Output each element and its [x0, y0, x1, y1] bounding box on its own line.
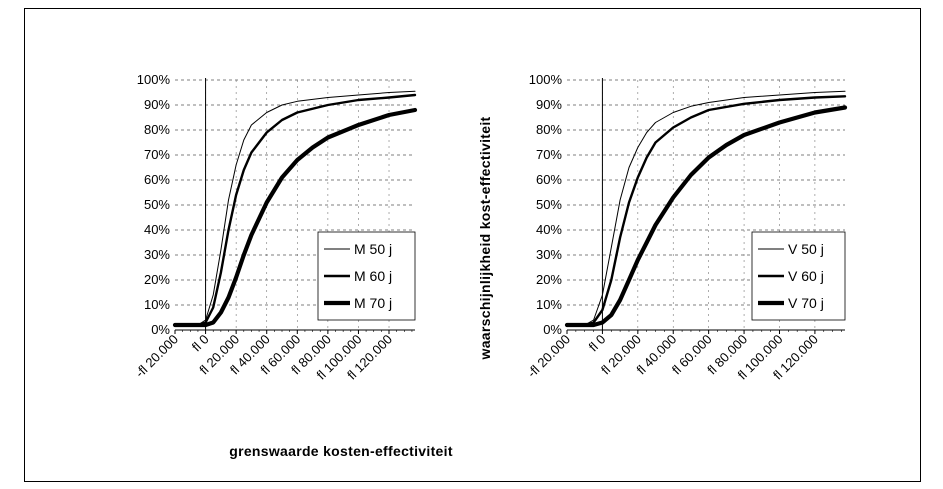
- c0-y-tick-label: 0%: [151, 322, 170, 337]
- c1-legend-label-2: V 70 j: [788, 295, 824, 311]
- c1-y-tick-label: 50%: [536, 197, 562, 212]
- legend-left: M 50 j M 60 j M 70 j: [317, 231, 416, 321]
- c1-series-line-0: [566, 90, 846, 326]
- c1-y-tick-label: 60%: [536, 172, 562, 187]
- c0-y-tick-label: 40%: [144, 222, 170, 237]
- c0-y-tick-label: 30%: [144, 247, 170, 262]
- c1-y-tick-label: 20%: [536, 272, 562, 287]
- c0-series-line-2: [172, 107, 418, 328]
- c0-y-tick-label: 10%: [144, 297, 170, 312]
- c1-legend-label-1: V 60 j: [788, 268, 824, 284]
- c1-legend-label-0: V 50 j: [788, 241, 824, 257]
- c1-y-tick-label: 0%: [543, 322, 562, 337]
- c0-y-tick-label: 100%: [137, 72, 171, 87]
- c0-legend-label-0: M 50 j: [354, 241, 392, 257]
- c0-y-tick-label: 60%: [144, 172, 170, 187]
- c1-y-tick-label: 80%: [536, 122, 562, 137]
- c1-y-tick-label: 30%: [536, 247, 562, 262]
- x-axis-title: grenswaarde kosten-effectiviteit: [229, 443, 453, 459]
- c0-legend-label-1: M 60 j: [354, 268, 392, 284]
- c0-y-tick-label: 90%: [144, 97, 170, 112]
- y-tick-labels-right: 0% 10% 20% 30% 40% 50% 60% 70% 80% 90% 100%: [529, 72, 563, 337]
- c1-y-tick-label: 40%: [536, 222, 562, 237]
- series-right: [564, 90, 848, 328]
- c0-y-tick-label: 80%: [144, 122, 170, 137]
- legend-right: V 50 j V 60 j V 70 j: [751, 231, 846, 321]
- c1-y-tick-label: 10%: [536, 297, 562, 312]
- c0-series-line-0: [174, 90, 416, 326]
- c0-series-line-1: [173, 93, 417, 327]
- c0-y-tick-label: 20%: [144, 272, 170, 287]
- c0-y-tick-label: 50%: [144, 197, 170, 212]
- c1-y-tick-label: 70%: [536, 147, 562, 162]
- c1-y-tick-label: 100%: [529, 72, 563, 87]
- c0-legend-label-2: M 70 j: [354, 295, 392, 311]
- c0-y-tick-label: 70%: [144, 147, 170, 162]
- c1-series-line-1: [565, 95, 847, 327]
- axes-right: [566, 78, 845, 334]
- y-tick-labels-left: 0% 10% 20% 30% 40% 50% 60% 70% 80% 90% 100%: [137, 72, 171, 337]
- c1-y-tick-label: 90%: [536, 97, 562, 112]
- grid-right: [567, 79, 845, 330]
- series-left: [172, 90, 418, 328]
- y-axis-title: waarschijnlijkheid kost-effectiviteit: [477, 116, 493, 360]
- c1-series-line-2: [564, 105, 848, 328]
- axes-left: [174, 78, 415, 334]
